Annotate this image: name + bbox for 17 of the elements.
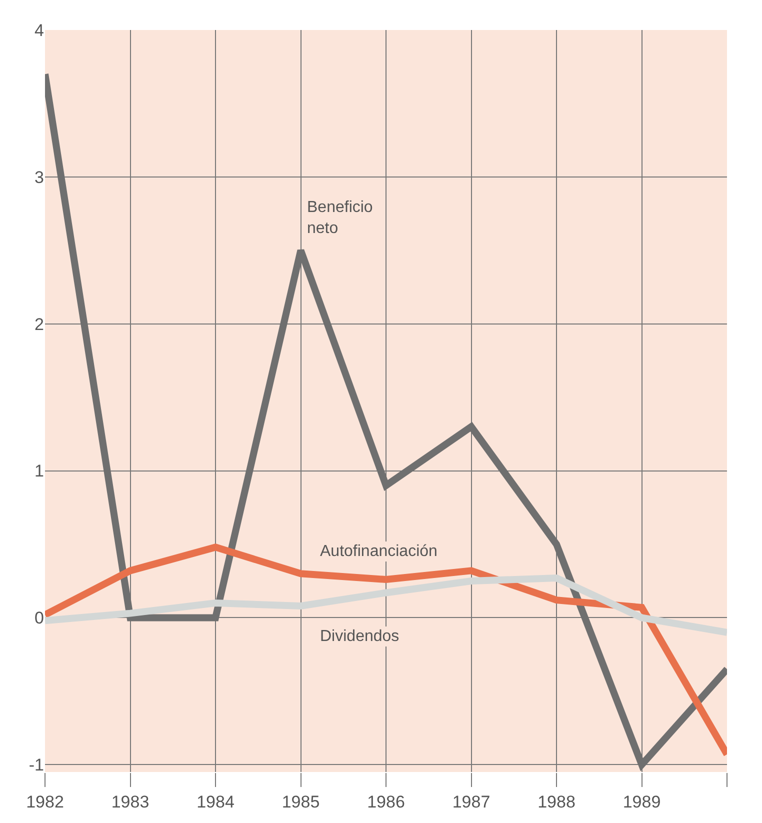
x-tick-label: 1987 xyxy=(452,792,490,812)
y-tick-label: 1 xyxy=(34,462,44,481)
y-tick-label: 0 xyxy=(34,608,44,628)
x-tick-label: 1984 xyxy=(196,792,234,812)
series-label: Autofinanciación xyxy=(320,543,438,560)
series-label: Beneficio neto xyxy=(307,199,373,237)
x-tick-label: 1982 xyxy=(26,792,64,812)
series-label: Dividendos xyxy=(320,628,400,645)
x-tick-label: 1985 xyxy=(282,792,320,812)
x-tick-label: 1983 xyxy=(111,792,150,812)
y-tick-label: -1 xyxy=(28,756,44,775)
x-tick-label: 1988 xyxy=(538,792,576,812)
y-tick-label: 3 xyxy=(34,168,44,187)
y-tick-label: 2 xyxy=(34,314,44,334)
x-tick-label: 1986 xyxy=(367,792,405,812)
x-tick-label: 1989 xyxy=(622,792,661,812)
y-tick-label: 4 xyxy=(34,20,44,40)
